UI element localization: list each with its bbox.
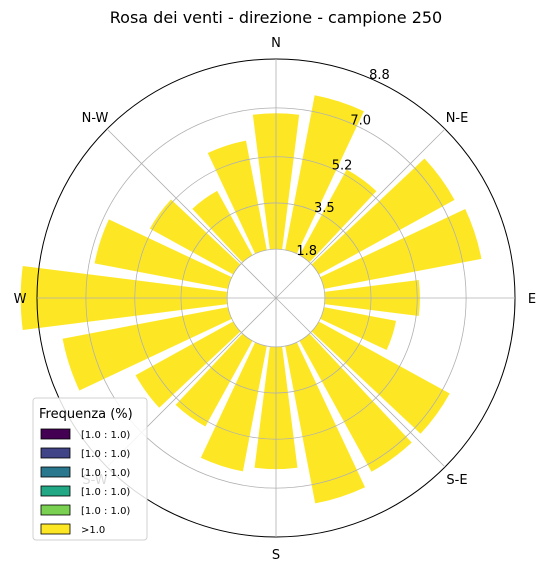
chart-title: Rosa dei venti - direzione - campione 25… [110,8,442,27]
legend-title: Frequenza (%) [39,407,133,422]
wind-bar-12 [175,333,253,427]
legend-swatch-3 [40,485,71,497]
grid-spoke-7 [106,128,277,299]
wind-bar-17 [149,199,241,275]
legend-label-1: [1.0 : 1.0) [81,449,130,460]
radial-tick-label-3: 7.0 [350,113,371,128]
wind-bar-16 [94,219,232,289]
legend-label-5: >1.0 [81,525,105,536]
wind-bar-8 [299,333,412,472]
radial-tick-label-2: 5.2 [332,159,353,174]
legend-swatch-1 [40,447,71,459]
direction-label-1: N-E [446,111,469,126]
legend-label-3: [1.0 : 1.0) [81,487,130,498]
wind-bar-11 [200,342,267,472]
wind-bar-7 [311,321,450,434]
legend: Frequenza (%) [1.0 : 1.0) [1.0 : 1.0) [1.0 … [32,397,148,541]
legend-label-0: [1.0 : 1.0) [81,430,130,441]
legend-swatch-2 [40,466,71,478]
wind-bar-9 [285,342,366,504]
legend-swatch-5 [40,523,71,535]
radial-tick-label-4: 8.8 [369,68,390,83]
wind-bar-1 [285,95,364,254]
radial-tick-label-1: 3.5 [314,201,335,216]
wind-bar-4 [320,208,482,289]
wind-bar-13 [135,321,241,408]
polar-grid [36,58,516,538]
wind-bar-2 [299,169,377,263]
legend-label-4: [1.0 : 1.0) [81,506,130,517]
direction-label-4: S [272,548,280,563]
direction-label-0: N [271,36,281,51]
radial-tick-labels: 1.8 3.5 5.2 7.0 8.8 [296,68,389,259]
grid-spoke-3 [275,297,446,468]
wind-bar-19 [207,140,267,254]
grid-spoke-1 [275,128,446,299]
wind-bar-14 [62,307,232,391]
direction-label-6: W [14,292,27,307]
wind-bar-6 [320,307,397,351]
wind-bar-18 [192,190,253,263]
direction-label-2: E [528,292,536,307]
legend-swatch-0 [40,428,71,440]
wind-bar-3 [311,158,455,275]
direction-label-3: S-E [446,473,467,488]
legend-swatch-4 [40,504,71,516]
radial-tick-label-0: 1.8 [296,244,317,259]
direction-label-7: N-W [82,111,109,126]
legend-label-2: [1.0 : 1.0) [81,468,130,479]
